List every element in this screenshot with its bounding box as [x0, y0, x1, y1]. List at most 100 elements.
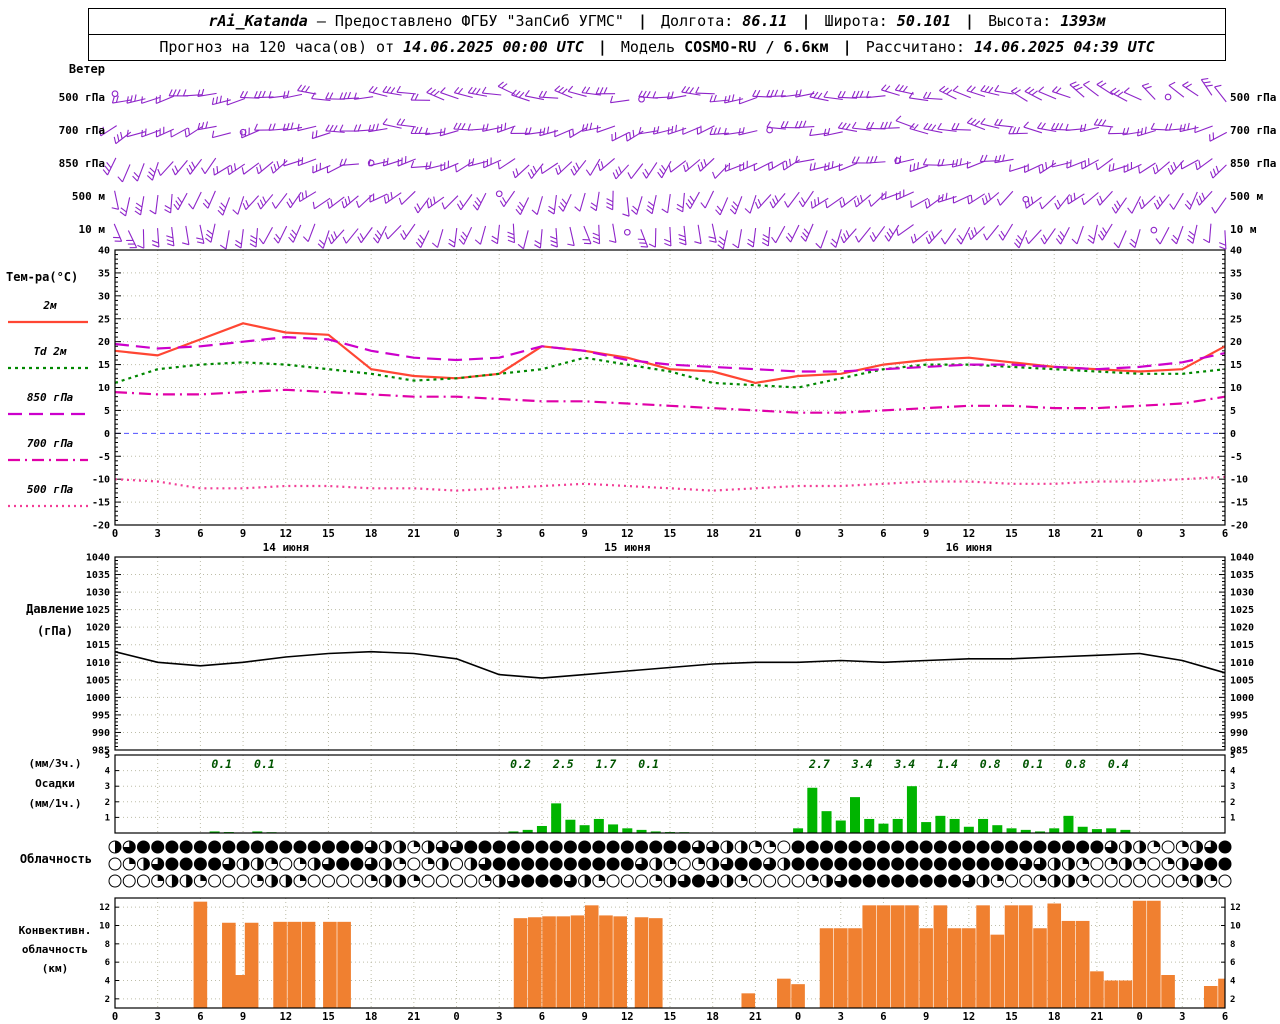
svg-text:6: 6: [1230, 958, 1235, 968]
svg-text:2: 2: [105, 798, 110, 808]
svg-text:9: 9: [923, 1011, 929, 1023]
pressure-panel-units: (гПа): [36, 624, 74, 638]
svg-text:1020: 1020: [86, 623, 110, 634]
separator: |: [801, 12, 811, 30]
wind-level-700hpa-left: 700 гПа: [58, 124, 105, 137]
svg-text:1040: 1040: [86, 553, 110, 564]
svg-text:5: 5: [105, 751, 110, 761]
svg-text:5: 5: [1230, 751, 1235, 761]
wind-level-500hpa-right: 500 гПа: [1230, 91, 1277, 104]
svg-text:-10: -10: [92, 475, 110, 486]
svg-text:25: 25: [1230, 314, 1242, 325]
conv-panel-title-1: Конвективн.: [18, 924, 92, 937]
svg-text:-15: -15: [92, 498, 110, 509]
svg-text:18: 18: [706, 528, 719, 540]
svg-text:18: 18: [1048, 1011, 1061, 1023]
svg-text:15: 15: [322, 1011, 335, 1023]
svg-text:3: 3: [155, 528, 161, 540]
svg-text:3.4: 3.4: [893, 757, 915, 771]
precip-panel-title: Осадки: [35, 777, 75, 790]
legend-t850: 850 гПа: [26, 391, 74, 404]
svg-text:2: 2: [1230, 995, 1235, 1005]
svg-text:0: 0: [112, 1011, 118, 1023]
svg-text:1035: 1035: [86, 570, 110, 581]
svg-text:15 июня: 15 июня: [604, 541, 650, 554]
svg-text:10: 10: [1230, 922, 1241, 932]
svg-text:-5: -5: [1230, 452, 1242, 463]
legend-t700: 700 гПа: [26, 437, 74, 450]
run-time: 14.06.2025 00:00 UTC: [403, 38, 584, 56]
svg-text:15: 15: [322, 528, 335, 540]
svg-text:0: 0: [453, 528, 459, 540]
svg-text:15: 15: [664, 528, 677, 540]
svg-text:1025: 1025: [1230, 605, 1254, 616]
altitude-value: 1393м: [1060, 12, 1106, 30]
svg-text:4: 4: [1230, 767, 1236, 777]
svg-text:3: 3: [838, 528, 844, 540]
svg-text:0: 0: [795, 1011, 801, 1023]
wind-level-850hpa-left: 850 гПа: [58, 157, 105, 170]
svg-text:18: 18: [706, 1011, 719, 1023]
svg-text:6: 6: [105, 958, 110, 968]
svg-text:6: 6: [539, 1011, 545, 1023]
svg-text:6: 6: [197, 1011, 203, 1023]
longitude-label: Долгота:: [661, 12, 734, 30]
wind-level-500hpa-left: 500 гПа: [58, 91, 105, 104]
latitude-value: 50.101: [896, 12, 951, 30]
header-line1: rAi_Katanda — Предоставлено ФГБУ "ЗапСиб…: [89, 9, 1225, 35]
svg-text:3: 3: [838, 1011, 844, 1023]
svg-text:15: 15: [1230, 360, 1242, 371]
svg-text:2.7: 2.7: [808, 757, 830, 771]
svg-text:12: 12: [621, 1011, 634, 1023]
svg-text:3: 3: [496, 528, 502, 540]
svg-text:6: 6: [880, 528, 886, 540]
model-name: COSMO-RU / 6.6км: [684, 38, 829, 56]
wind-level-500m-right: 500 м: [1230, 190, 1264, 203]
svg-text:12: 12: [1230, 903, 1241, 913]
header: rAi_Katanda — Предоставлено ФГБУ "ЗапСиб…: [88, 8, 1226, 61]
svg-text:0: 0: [1136, 528, 1142, 540]
svg-text:1: 1: [105, 813, 110, 823]
svg-text:18: 18: [365, 528, 378, 540]
svg-text:3: 3: [1230, 782, 1235, 792]
svg-text:0: 0: [1136, 1011, 1142, 1023]
wind-level-500m-left: 500 м: [71, 190, 105, 203]
svg-text:9: 9: [581, 528, 587, 540]
svg-text:-5: -5: [98, 452, 110, 463]
svg-text:1.7: 1.7: [596, 757, 617, 771]
svg-text:20: 20: [1230, 337, 1242, 348]
separator: |: [842, 38, 852, 56]
separator: |: [597, 38, 607, 56]
svg-text:14 июня: 14 июня: [263, 541, 309, 554]
svg-text:21: 21: [408, 528, 421, 540]
svg-text:21: 21: [749, 528, 762, 540]
svg-text:1035: 1035: [1230, 570, 1254, 581]
svg-text:9: 9: [923, 528, 929, 540]
svg-text:3: 3: [105, 782, 110, 792]
wind-panel-title: Ветер: [68, 62, 105, 76]
svg-text:985: 985: [92, 746, 110, 757]
header-line2: Прогноз на 120 часа(ов) от 14.06.2025 00…: [89, 35, 1225, 60]
wind-level-10m-left: 10 м: [78, 223, 106, 236]
svg-text:-20: -20: [92, 521, 110, 532]
latitude-label: Широта:: [824, 12, 888, 30]
svg-text:0: 0: [795, 528, 801, 540]
svg-text:1000: 1000: [1230, 693, 1254, 704]
svg-text:12: 12: [963, 1011, 976, 1023]
svg-text:10: 10: [99, 922, 110, 932]
cloud-panel-title: Облачность: [19, 852, 93, 866]
svg-text:2: 2: [1230, 798, 1235, 808]
svg-text:4: 4: [105, 977, 111, 987]
svg-text:20: 20: [98, 337, 110, 348]
svg-text:0: 0: [453, 1011, 459, 1023]
svg-text:6: 6: [1222, 1011, 1228, 1023]
svg-text:25: 25: [98, 314, 110, 325]
svg-text:0.8: 0.8: [980, 757, 1001, 771]
svg-text:0.4: 0.4: [1108, 757, 1129, 771]
temp-panel-title: Тем-ра(°C): [6, 270, 79, 284]
separator: |: [637, 12, 647, 30]
separator: |: [965, 12, 975, 30]
svg-text:0.1: 0.1: [211, 757, 232, 771]
